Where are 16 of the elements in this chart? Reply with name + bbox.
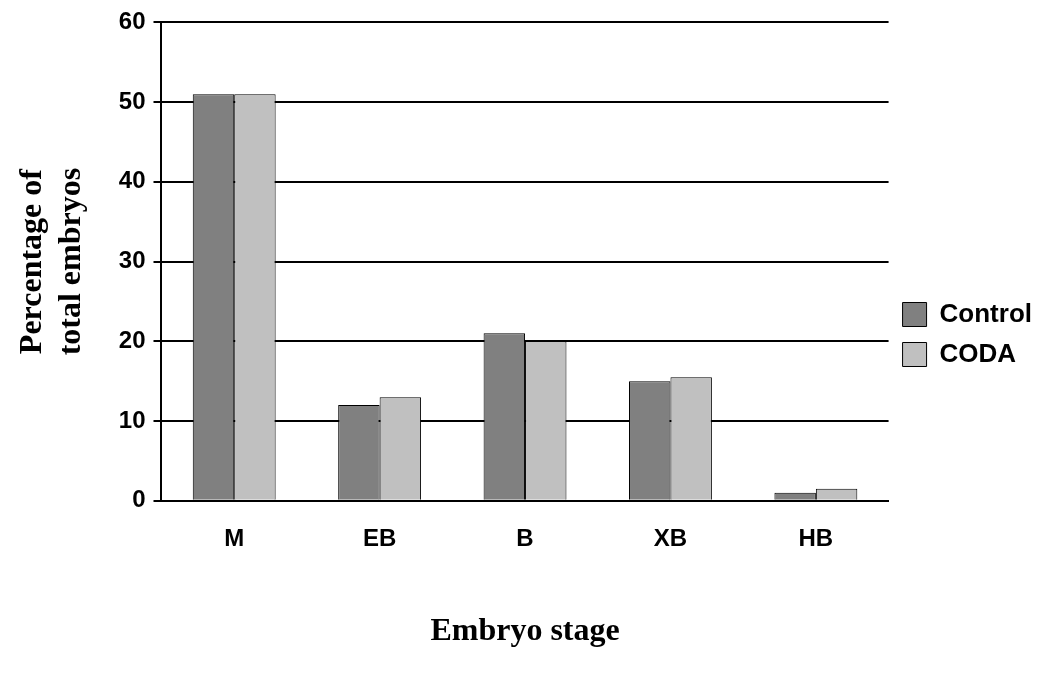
y-tick-label: 50 xyxy=(118,86,146,114)
y-tick-label: 30 xyxy=(118,246,146,274)
x-axis-title: Embryo stage xyxy=(430,611,620,648)
x-tick-label: M xyxy=(224,523,245,551)
y-axis-title: Percentage of total embryos xyxy=(12,167,87,356)
x-tick-label: B xyxy=(516,523,534,551)
x-tick-label: XB xyxy=(653,523,688,551)
y-tick-label: 60 xyxy=(118,7,146,35)
y-tick-label: 10 xyxy=(118,405,146,433)
y-tick-label: 0 xyxy=(132,485,146,513)
y-tick-label: 40 xyxy=(118,166,146,194)
x-tick-label: HB xyxy=(798,523,834,551)
x-tick-label: EB xyxy=(362,523,397,551)
legend-label: CODA xyxy=(939,337,1017,368)
legend-label: Control xyxy=(939,297,1032,328)
y-tick-label: 20 xyxy=(118,325,146,353)
